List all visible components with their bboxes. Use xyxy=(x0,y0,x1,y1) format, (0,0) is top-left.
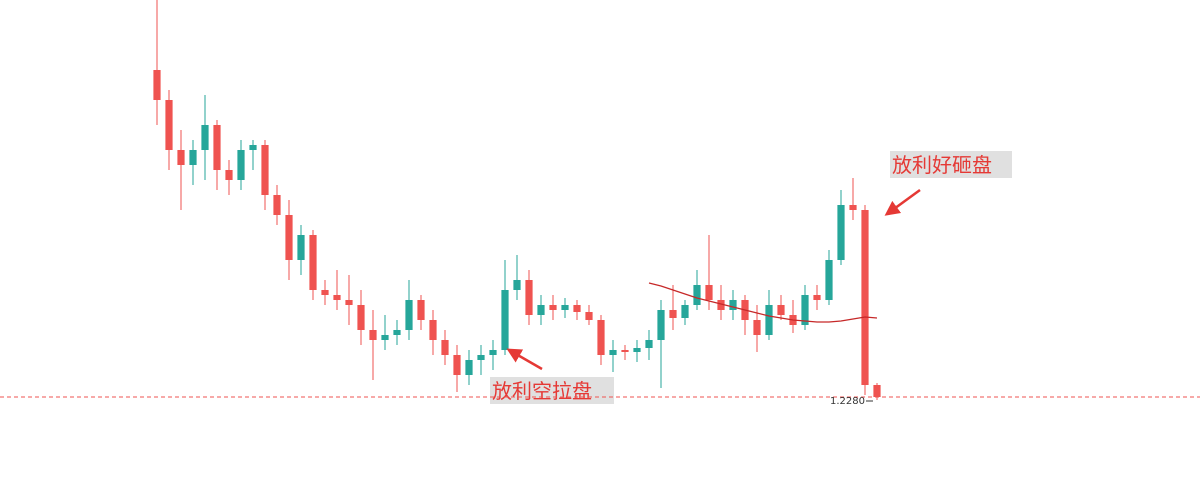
candle-body xyxy=(405,300,413,330)
candle-body xyxy=(681,305,689,318)
price-label: 1.2280 xyxy=(830,396,865,407)
candle-body xyxy=(153,70,161,100)
candle-body xyxy=(177,150,185,165)
candle-body xyxy=(813,295,821,300)
annotation: 放利空拉盘 xyxy=(492,379,592,403)
moving-average xyxy=(648,282,878,323)
candle-body xyxy=(189,150,197,165)
candle-body xyxy=(573,305,581,312)
candle-body xyxy=(393,330,401,335)
candle-body xyxy=(345,300,353,305)
candle-body xyxy=(777,305,785,315)
annotation: 放利好砸盘 xyxy=(892,153,992,177)
candle-body xyxy=(321,290,329,295)
candle-body xyxy=(501,290,509,350)
candle-body xyxy=(273,195,281,215)
candle-body xyxy=(753,320,761,335)
candle-body xyxy=(297,235,305,260)
annotation-bg xyxy=(490,377,614,404)
candle-body xyxy=(225,170,233,180)
candle-body xyxy=(597,320,605,355)
candle-body xyxy=(477,355,485,360)
candle-body xyxy=(213,125,221,170)
annotation-arrow xyxy=(506,348,543,371)
annotation-arrow xyxy=(884,188,921,216)
candle-body xyxy=(201,125,209,150)
candle-body xyxy=(873,385,881,397)
candle-body xyxy=(645,340,653,348)
candle-body xyxy=(621,350,629,352)
candle-body xyxy=(417,300,425,320)
candle-body xyxy=(309,235,317,290)
candle-body xyxy=(765,305,773,335)
candle-body xyxy=(609,350,617,355)
candle-body xyxy=(453,355,461,375)
candle-body xyxy=(465,360,473,375)
candle-body xyxy=(717,300,725,310)
candle-body xyxy=(525,280,533,315)
candle-body xyxy=(285,215,293,260)
candle-body xyxy=(825,260,833,300)
annotation-bg xyxy=(890,151,1012,178)
candle-body xyxy=(369,330,377,340)
candle-body xyxy=(381,335,389,340)
candle-body xyxy=(861,210,869,385)
candle-body xyxy=(801,295,809,325)
candle-body xyxy=(585,312,593,320)
candle-body xyxy=(837,205,845,260)
candle-body xyxy=(633,348,641,352)
candle-body xyxy=(537,305,545,315)
candle-body xyxy=(549,305,557,310)
candle-body xyxy=(669,310,677,318)
candle-body xyxy=(441,340,449,355)
candle-body xyxy=(693,285,701,305)
candle-body xyxy=(261,145,269,195)
candles xyxy=(153,0,881,400)
candle-body xyxy=(249,145,257,150)
candle-body xyxy=(849,205,857,210)
candle-body xyxy=(357,305,365,330)
candle-body xyxy=(513,280,521,290)
candle-body xyxy=(165,100,173,150)
candle-body xyxy=(729,300,737,310)
candle-body xyxy=(561,305,569,310)
candle-body xyxy=(429,320,437,340)
candle-body xyxy=(333,295,341,300)
candle-body xyxy=(705,285,713,300)
candle-body xyxy=(237,150,245,180)
candle-body xyxy=(489,350,497,355)
candle-body xyxy=(657,310,665,340)
